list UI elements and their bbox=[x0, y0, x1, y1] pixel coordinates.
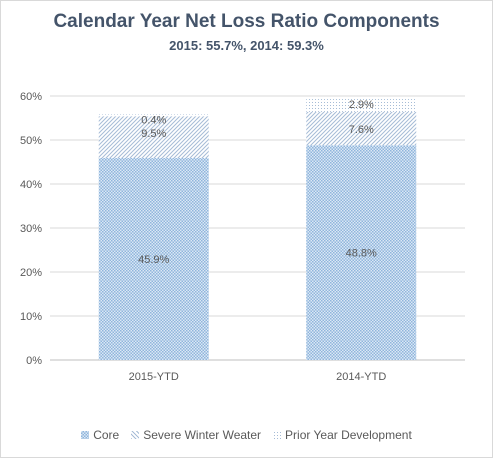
data-label: 48.8% bbox=[346, 248, 377, 260]
bar-severe-winter-weater-2015-ytd bbox=[98, 116, 209, 159]
y-tick-label: 10% bbox=[20, 311, 42, 323]
legend-swatch bbox=[131, 431, 140, 439]
legend-item: Prior Year Development bbox=[273, 428, 412, 442]
y-tick-label: 50% bbox=[20, 135, 42, 147]
data-label: 0.4% bbox=[141, 114, 166, 126]
x-tick-label: 2014-YTD bbox=[336, 371, 386, 383]
legend-label: Severe Winter Weater bbox=[143, 428, 262, 442]
data-label: 7.6% bbox=[349, 124, 374, 136]
data-label: 9.5% bbox=[141, 128, 166, 140]
legend-swatch bbox=[81, 431, 90, 439]
data-label: 45.9% bbox=[138, 254, 169, 266]
y-tick-label: 0% bbox=[26, 355, 42, 367]
y-tick-label: 40% bbox=[20, 179, 42, 191]
bar-severe-winter-weater-2014-ytd bbox=[306, 111, 417, 146]
bar-prior-year-development-2015-ytd bbox=[98, 114, 209, 117]
y-tick-label: 30% bbox=[20, 223, 42, 235]
y-tick-label: 60% bbox=[20, 91, 42, 103]
legend-swatch bbox=[273, 431, 282, 439]
chart-subtitle: 2015: 55.7%, 2014: 59.3% bbox=[169, 38, 324, 53]
legend-item: Severe Winter Weater bbox=[131, 428, 261, 442]
legend-label: Core bbox=[93, 428, 120, 442]
legend-item: Core bbox=[81, 428, 119, 442]
x-tick-label: 2015-YTD bbox=[129, 371, 179, 383]
legend-label: Prior Year Development bbox=[285, 428, 412, 442]
bar-core-2015-ytd bbox=[98, 158, 209, 360]
chart-legend: Core Severe Winter Weater Prior Year Devel… bbox=[0, 428, 493, 442]
y-tick-label: 20% bbox=[20, 267, 42, 279]
bar-core-2014-ytd bbox=[306, 145, 417, 360]
bar-prior-year-development-2014-ytd bbox=[306, 99, 417, 112]
chart-title: Calendar Year Net Loss Ratio Components bbox=[53, 11, 440, 32]
data-label: 2.9% bbox=[349, 99, 374, 111]
